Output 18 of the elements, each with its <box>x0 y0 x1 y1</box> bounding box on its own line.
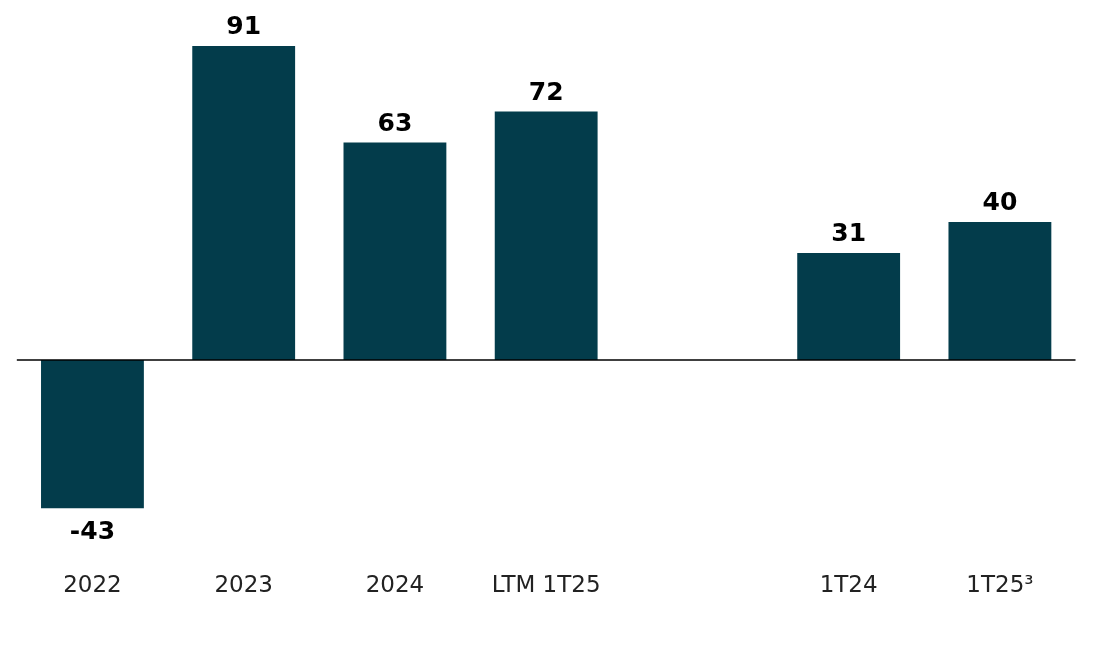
x-tick-label: LTM 1T25 <box>491 571 601 598</box>
x-tick-label: 1T25³ <box>966 571 1034 598</box>
data-label: 72 <box>528 76 564 106</box>
x-tick-label: 2024 <box>365 571 425 598</box>
bar <box>192 46 296 361</box>
x-tick-label: 2022 <box>63 571 122 598</box>
data-label: 31 <box>831 218 867 248</box>
data-label: 63 <box>377 107 413 137</box>
data-label: -43 <box>69 516 116 546</box>
x-tick-label: 1T24 <box>819 571 878 598</box>
bar <box>797 253 901 361</box>
x-tick-label: 2023 <box>214 571 273 598</box>
data-label: 40 <box>982 186 1018 216</box>
bar <box>494 111 598 361</box>
data-label: 91 <box>226 11 262 40</box>
bar <box>948 221 1052 361</box>
bar <box>343 142 447 361</box>
bar <box>41 360 144 509</box>
